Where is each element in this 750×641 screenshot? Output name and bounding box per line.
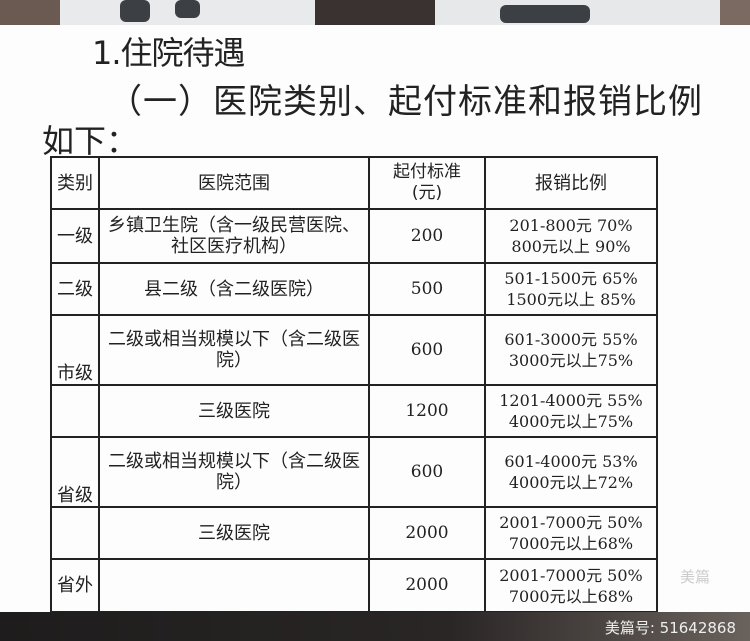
- meipian-id-watermark: 美篇号: 51642868: [604, 619, 736, 637]
- cell-category: [50, 506, 100, 560]
- ratio-line-1: 2001-7000元 50%: [499, 513, 643, 532]
- cell-ratio: 1201-4000元 55% 4000元以上75%: [484, 384, 658, 438]
- table-row: 省级 二级或相当规模以下（含二级医院） 600 601-4000元 53% 4000元以…: [50, 436, 658, 508]
- ratio-line-1: 601-3000元 55%: [504, 330, 638, 349]
- cell-ratio: 501-1500元 65% 1500元以上 85%: [484, 262, 658, 316]
- top-photo-strip: [0, 0, 750, 25]
- cell-deductible: 200: [368, 208, 486, 264]
- cell-scope: 二级或相当规模以下（含二级医院）: [98, 436, 370, 508]
- cell-category: 一级: [50, 208, 100, 264]
- table-row: 市级 二级或相当规模以下（含二级医院） 600 601-3000元 55% 3000元以…: [50, 314, 658, 386]
- cell-scope: [98, 558, 370, 613]
- cell-scope: 县二级（含二级医院）: [98, 262, 370, 316]
- intro-text: 如下：: [42, 122, 139, 160]
- meipian-logo-watermark: 美篇: [680, 568, 711, 586]
- cell-category: 市级: [50, 314, 100, 386]
- table-header-row: 类别 医院范围 起付标准 (元) 报销比例: [50, 156, 658, 210]
- cell-deductible: 2000: [368, 506, 486, 560]
- subsection-heading: （一）医院类别、起付标准和报销比例: [108, 82, 703, 122]
- cell-ratio: 601-3000元 55% 3000元以上75%: [484, 314, 658, 386]
- bottom-photo-strip: [0, 612, 750, 641]
- ratio-line-2: 4000元以上72%: [508, 473, 634, 492]
- ratio-line-2: 7000元以上68%: [508, 534, 634, 553]
- section-heading: 1.住院待遇: [92, 34, 246, 72]
- ratio-line-1: 1201-4000元 55%: [499, 391, 643, 410]
- table-row: 三级医院 2000 2001-7000元 50% 7000元以上68%: [50, 506, 658, 560]
- table-row: 二级 县二级（含二级医院） 500 501-1500元 65% 1500元以上 85%: [50, 262, 658, 316]
- cell-deductible: 1200: [368, 384, 486, 438]
- cell-ratio: 601-4000元 53% 4000元以上72%: [484, 436, 658, 508]
- table-row: 一级 乡镇卫生院（含一级民营医院、社区医疗机构） 200 201-800元 70% 80…: [50, 208, 658, 264]
- ratio-line-1: 2001-7000元 50%: [499, 565, 643, 585]
- header-category: 类别: [50, 156, 100, 210]
- photo-detail: [175, 0, 200, 18]
- cell-scope: 二级或相当规模以下（含二级医院）: [98, 314, 370, 386]
- cell-scope: 乡镇卫生院（含一级民营医院、社区医疗机构）: [98, 208, 370, 264]
- ratio-line-1: 601-4000元 53%: [504, 452, 638, 471]
- cell-category: 二级: [50, 262, 100, 316]
- photo-detail: [500, 5, 590, 23]
- header-scope: 医院范围: [98, 156, 370, 210]
- header-ratio: 报销比例: [484, 156, 658, 210]
- ratio-line-1: 501-1500元 65%: [504, 269, 638, 288]
- cell-deductible: 2000: [368, 558, 486, 613]
- ratio-line-1: 201-800元 70%: [509, 216, 633, 235]
- cell-category: 省级: [50, 436, 100, 508]
- cell-deductible: 600: [368, 314, 486, 386]
- photo-detail: [120, 0, 150, 22]
- ratio-line-2: 800元以上 90%: [511, 237, 631, 256]
- cell-category: 省外: [50, 558, 100, 613]
- ratio-line-2: 3000元以上75%: [508, 351, 634, 370]
- cell-category: [50, 384, 100, 438]
- cell-deductible: 600: [368, 436, 486, 508]
- cell-ratio: 2001-7000元 50% 7000元以上68%: [484, 558, 658, 613]
- ratio-line-2: 4000元以上75%: [508, 412, 634, 431]
- table-row: 省外 2000 2001-7000元 50% 7000元以上68%: [50, 558, 658, 613]
- cell-scope: 三级医院: [98, 506, 370, 560]
- cell-deductible: 500: [368, 262, 486, 316]
- cell-ratio: 201-800元 70% 800元以上 90%: [484, 208, 658, 264]
- cell-ratio: 2001-7000元 50% 7000元以上68%: [484, 506, 658, 560]
- cell-scope: 三级医院: [98, 384, 370, 438]
- ratio-line-2: 7000元以上68%: [508, 586, 634, 606]
- hospital-reimbursement-table: 类别 医院范围 起付标准 (元) 报销比例 一级 乡镇卫生院（含一级民营医院、社区…: [50, 156, 658, 613]
- header-deductible: 起付标准 (元): [368, 156, 486, 210]
- table-row: 三级医院 1200 1201-4000元 55% 4000元以上75%: [50, 384, 658, 438]
- ratio-line-2: 1500元以上 85%: [506, 290, 636, 309]
